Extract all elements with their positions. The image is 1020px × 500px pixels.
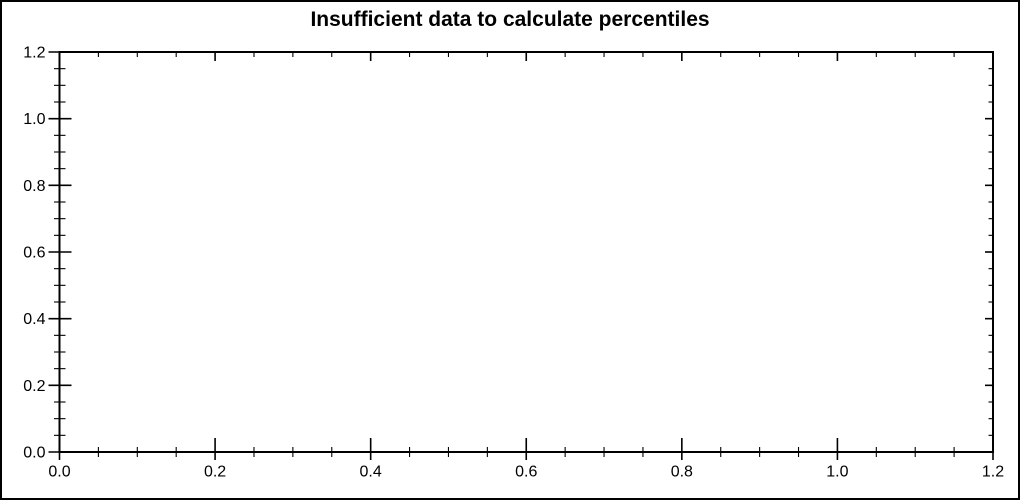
y-axis-tick-label: 0.2: [23, 378, 45, 395]
x-axis-tick-label: 0.4: [360, 464, 382, 481]
x-axis-tick-label: 0.0: [48, 464, 70, 481]
x-axis-tick-label: 0.6: [515, 464, 537, 481]
chart-title: Insufficient data to calculate percentil…: [310, 8, 710, 31]
x-axis-tick-label: 1.0: [826, 464, 848, 481]
y-axis-tick-label: 1.2: [23, 45, 45, 62]
y-axis-tick-label: 0.0: [23, 445, 45, 462]
y-axis-tick-label: 0.6: [23, 245, 45, 262]
x-axis-tick-label: 0.2: [204, 464, 226, 481]
x-axis-tick-label: 1.2: [982, 464, 1004, 481]
y-axis-tick-label: 1.0: [23, 111, 45, 128]
plot-frame: [58, 51, 994, 453]
y-axis-tick-label: 0.4: [23, 311, 45, 328]
y-axis-tick-label: 0.8: [23, 178, 45, 195]
x-axis-tick-label: 0.8: [671, 464, 693, 481]
